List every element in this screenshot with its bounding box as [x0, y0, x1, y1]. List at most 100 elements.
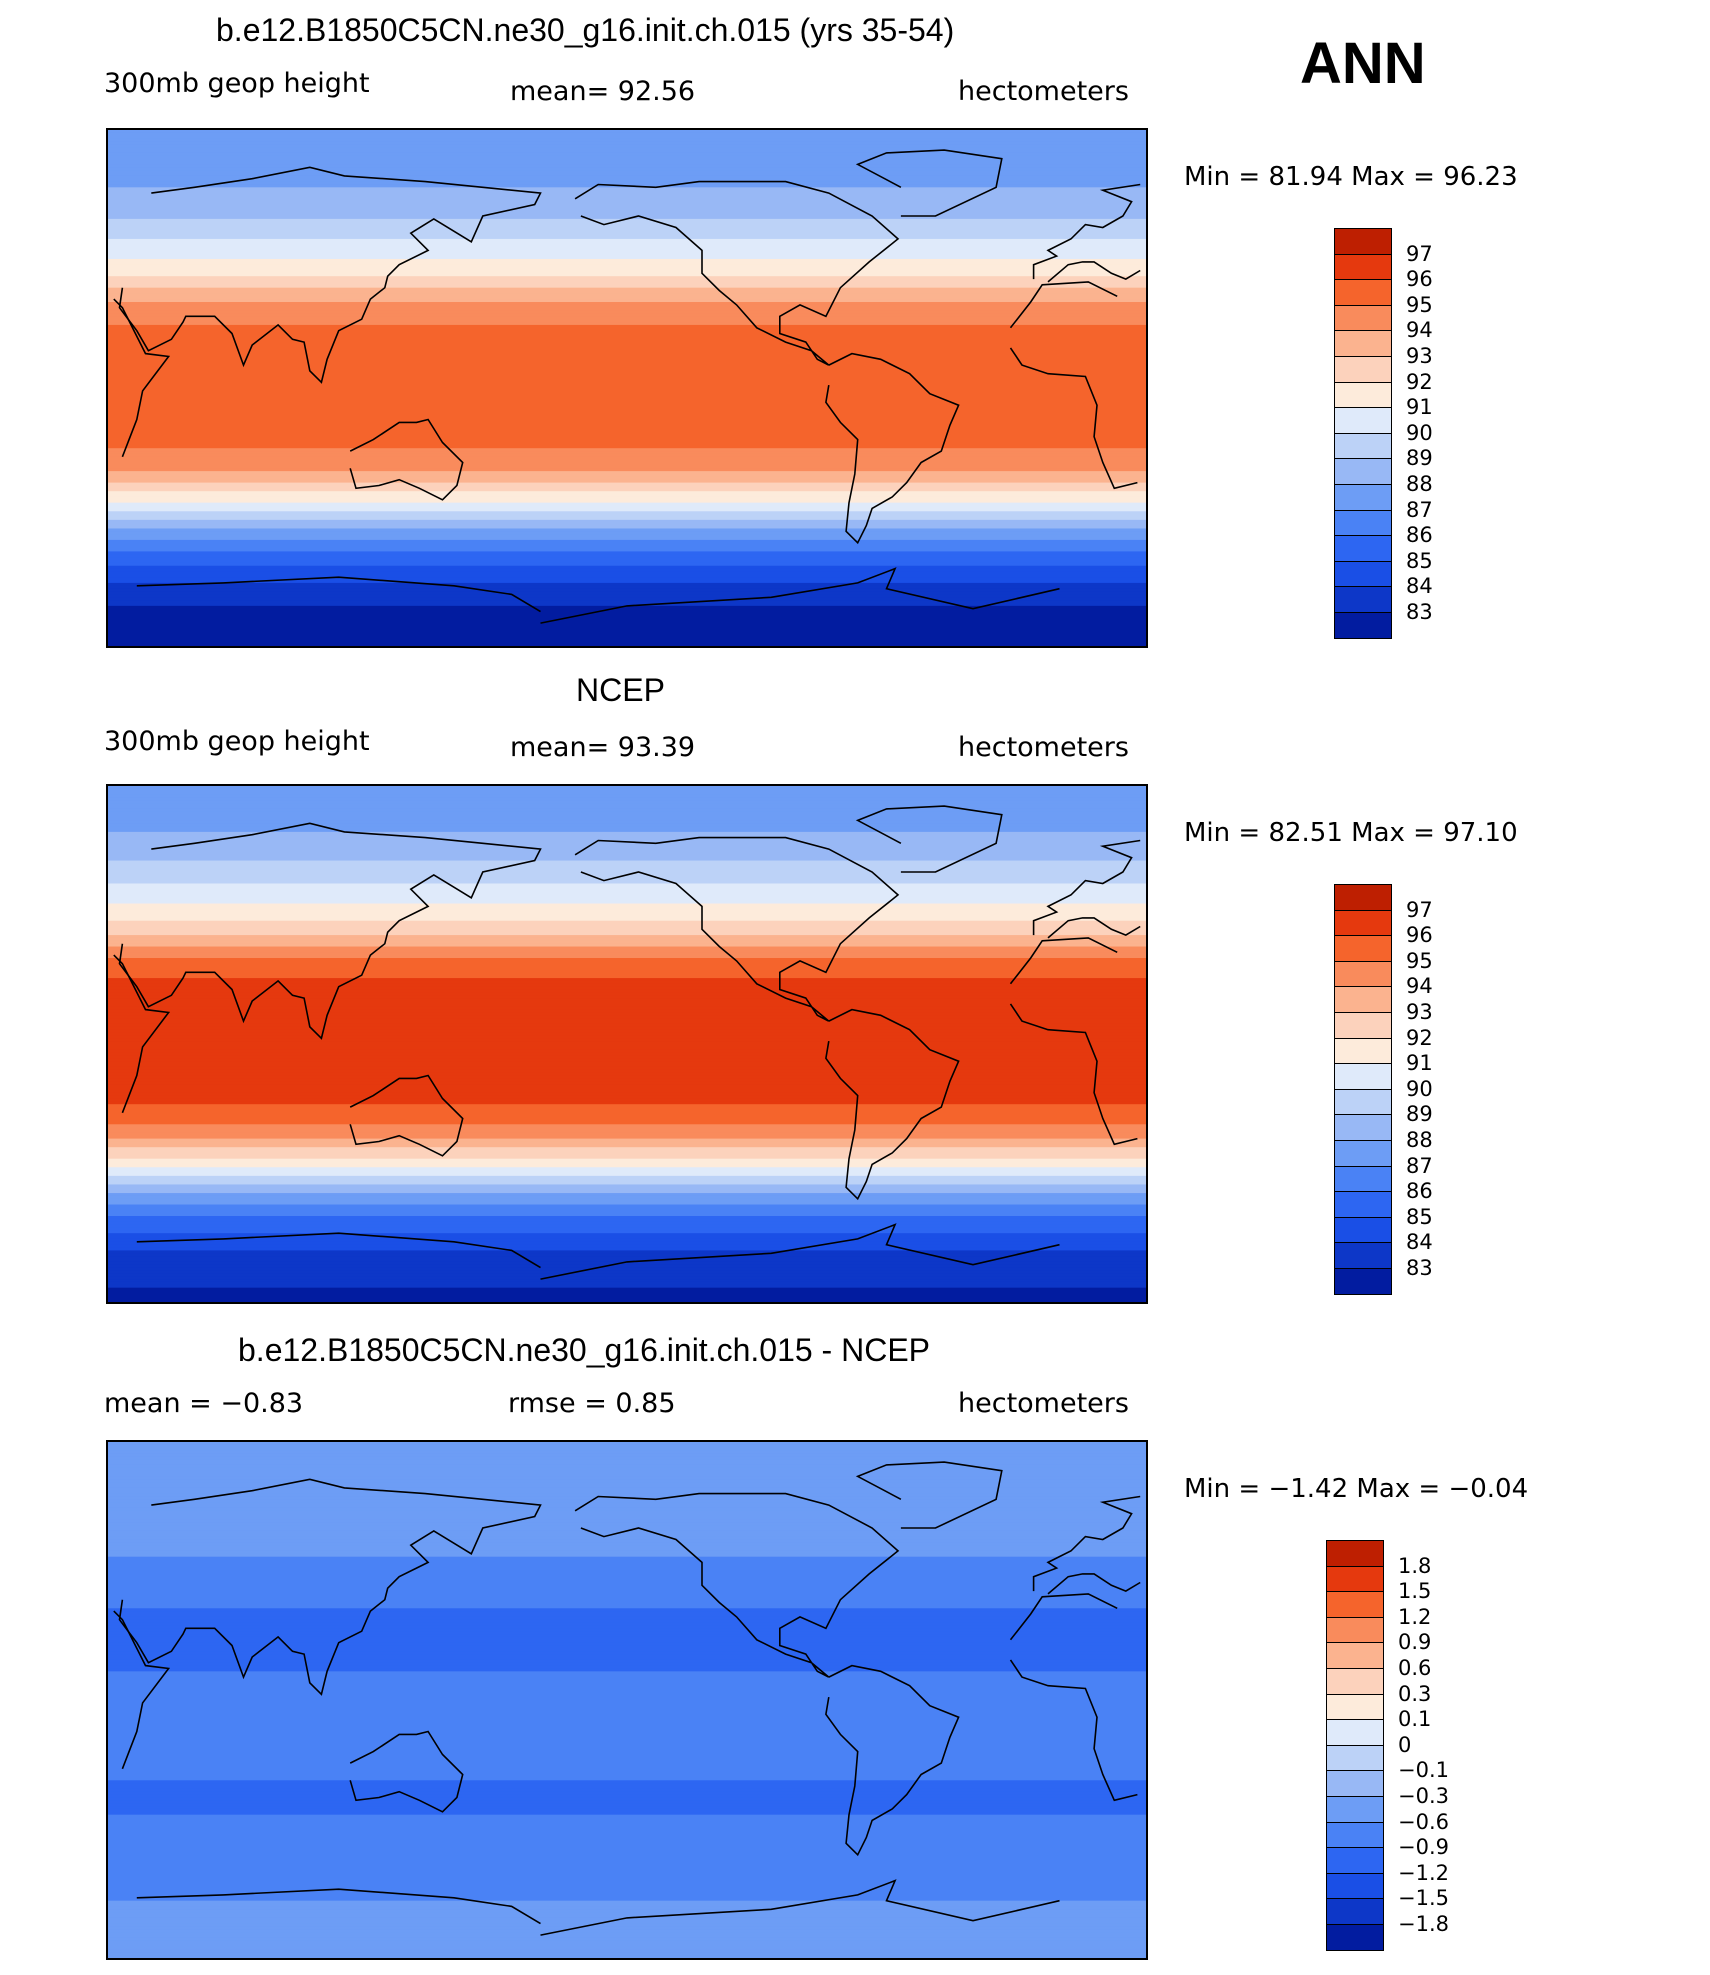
contour-band [108, 1184, 1146, 1188]
contour-band [108, 1493, 1146, 1498]
coast-eurasia [1047, 1573, 1141, 1595]
contour-band [108, 791, 1146, 796]
contour-band [108, 431, 1146, 435]
contour-band [108, 1579, 1146, 1584]
contour-band [108, 1642, 1146, 1647]
contour-band [108, 1044, 1146, 1048]
colorbar-tick-label: −0.1 [1398, 1758, 1449, 1783]
contour-band [108, 1181, 1146, 1186]
contour-band [108, 966, 1146, 971]
contour-band [108, 1903, 1146, 1907]
coast-africa [113, 1610, 171, 1770]
colorbar-swatch [1326, 1770, 1384, 1798]
contour-band [108, 236, 1146, 240]
contour-band [108, 1216, 1146, 1220]
contour-band [108, 388, 1146, 392]
contour-band [108, 892, 1146, 896]
contour-band [108, 903, 1146, 907]
contour-band [108, 1823, 1146, 1827]
contour-band [108, 201, 1146, 206]
contour-band [108, 1786, 1146, 1790]
colorbar-swatch [1334, 1191, 1392, 1219]
contour-band [108, 1711, 1146, 1715]
contour-band [108, 1857, 1146, 1862]
contour-band [108, 1760, 1146, 1764]
contour-band [108, 304, 1146, 309]
colorbar-tick-label: 93 [1406, 1000, 1433, 1024]
contour-band [108, 1078, 1146, 1082]
contour-band [108, 167, 1146, 171]
coast-eurasia [1047, 917, 1141, 939]
contour-band [108, 1528, 1146, 1532]
contour-band [108, 322, 1146, 326]
coast-africa [113, 954, 171, 1114]
colorbar-tick-label: 85 [1406, 548, 1433, 573]
contour-band [108, 488, 1146, 492]
contour-band [108, 1112, 1146, 1117]
contour-band [108, 1055, 1146, 1059]
coast-north-america [574, 180, 900, 366]
contour-band [108, 1854, 1146, 1859]
contour-field [108, 1442, 1146, 1958]
contour-band [108, 1808, 1146, 1813]
contour-band [108, 1207, 1146, 1211]
contour-band [108, 1915, 1146, 1919]
contour-band [108, 857, 1146, 862]
contour-band [108, 1573, 1146, 1578]
contour-band [108, 293, 1146, 297]
colorbar-swatch [1326, 1642, 1384, 1670]
contour-band [108, 296, 1146, 300]
colorbar-swatch [1334, 1114, 1392, 1142]
contour-band [108, 1023, 1146, 1028]
contour-band [108, 897, 1146, 902]
contour-band [108, 376, 1146, 380]
contour-band [108, 365, 1146, 369]
colorbar-swatch [1334, 484, 1392, 512]
colorbar-tick-label: 89 [1406, 446, 1433, 471]
colorbar-swatch [1334, 560, 1392, 588]
coast-eurasia [118, 822, 542, 1040]
contour-band [108, 640, 1146, 644]
contour-band [108, 359, 1146, 363]
contour-band [108, 1826, 1146, 1830]
contour-band [108, 1920, 1146, 1925]
contour-band [108, 393, 1146, 398]
contour-band [108, 1487, 1146, 1492]
contour-band [108, 1883, 1146, 1887]
contour-band [108, 468, 1146, 472]
contour-band [108, 983, 1146, 988]
contour-band [108, 1728, 1146, 1733]
contour-band [108, 831, 1146, 836]
colorbar-swatch [1334, 935, 1392, 963]
contour-band [108, 557, 1146, 561]
colorbar-tick-label: 86 [1406, 1179, 1433, 1204]
contour-band [108, 1507, 1146, 1512]
contour-band [108, 210, 1146, 214]
contour-band [108, 379, 1146, 383]
contour-band [108, 851, 1146, 856]
contour-band [108, 1596, 1146, 1601]
panel2-minmax: Min = 82.51 Max = 97.10 [1184, 818, 1518, 848]
colorbar-tick-label: 0 [1398, 1732, 1412, 1757]
contour-band [108, 1296, 1146, 1300]
contour-band [108, 1889, 1146, 1893]
contour-band [108, 1751, 1146, 1756]
contour-band [108, 448, 1146, 452]
contour-band [108, 1651, 1146, 1655]
contour-band [108, 1820, 1146, 1824]
contour-band [108, 1897, 1146, 1902]
contour-band [108, 1952, 1146, 1956]
contour-band [108, 1224, 1146, 1229]
colorbar-swatch [1334, 279, 1392, 307]
contour-band [108, 1530, 1146, 1535]
contour-band [108, 362, 1146, 366]
contour-band [108, 1109, 1146, 1114]
contour-band [108, 1147, 1146, 1151]
contour-band [108, 826, 1146, 830]
contour-band [108, 1935, 1146, 1939]
coast-antarctica [136, 576, 541, 613]
contour-band [108, 1001, 1146, 1005]
contour-band [108, 1840, 1146, 1844]
contour-band [108, 1605, 1146, 1609]
contour-band [108, 494, 1146, 498]
